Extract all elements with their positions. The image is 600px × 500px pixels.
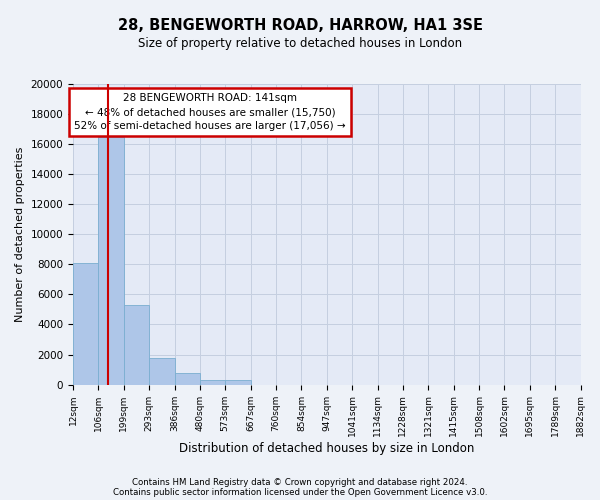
Bar xyxy=(225,380,251,384)
X-axis label: Distribution of detached houses by size in London: Distribution of detached houses by size … xyxy=(179,442,475,455)
Bar xyxy=(200,380,225,384)
Bar xyxy=(124,305,149,384)
Bar xyxy=(175,372,200,384)
Text: 28, BENGEWORTH ROAD, HARROW, HA1 3SE: 28, BENGEWORTH ROAD, HARROW, HA1 3SE xyxy=(118,18,482,32)
Text: Contains public sector information licensed under the Open Government Licence v3: Contains public sector information licen… xyxy=(113,488,487,497)
Bar xyxy=(98,136,124,384)
Bar xyxy=(149,358,175,384)
Text: 28 BENGEWORTH ROAD: 141sqm
← 48% of detached houses are smaller (15,750)
52% of : 28 BENGEWORTH ROAD: 141sqm ← 48% of deta… xyxy=(74,93,346,131)
Bar xyxy=(73,263,98,384)
Text: Contains HM Land Registry data © Crown copyright and database right 2024.: Contains HM Land Registry data © Crown c… xyxy=(132,478,468,487)
Y-axis label: Number of detached properties: Number of detached properties xyxy=(15,146,25,322)
Text: Size of property relative to detached houses in London: Size of property relative to detached ho… xyxy=(138,38,462,51)
